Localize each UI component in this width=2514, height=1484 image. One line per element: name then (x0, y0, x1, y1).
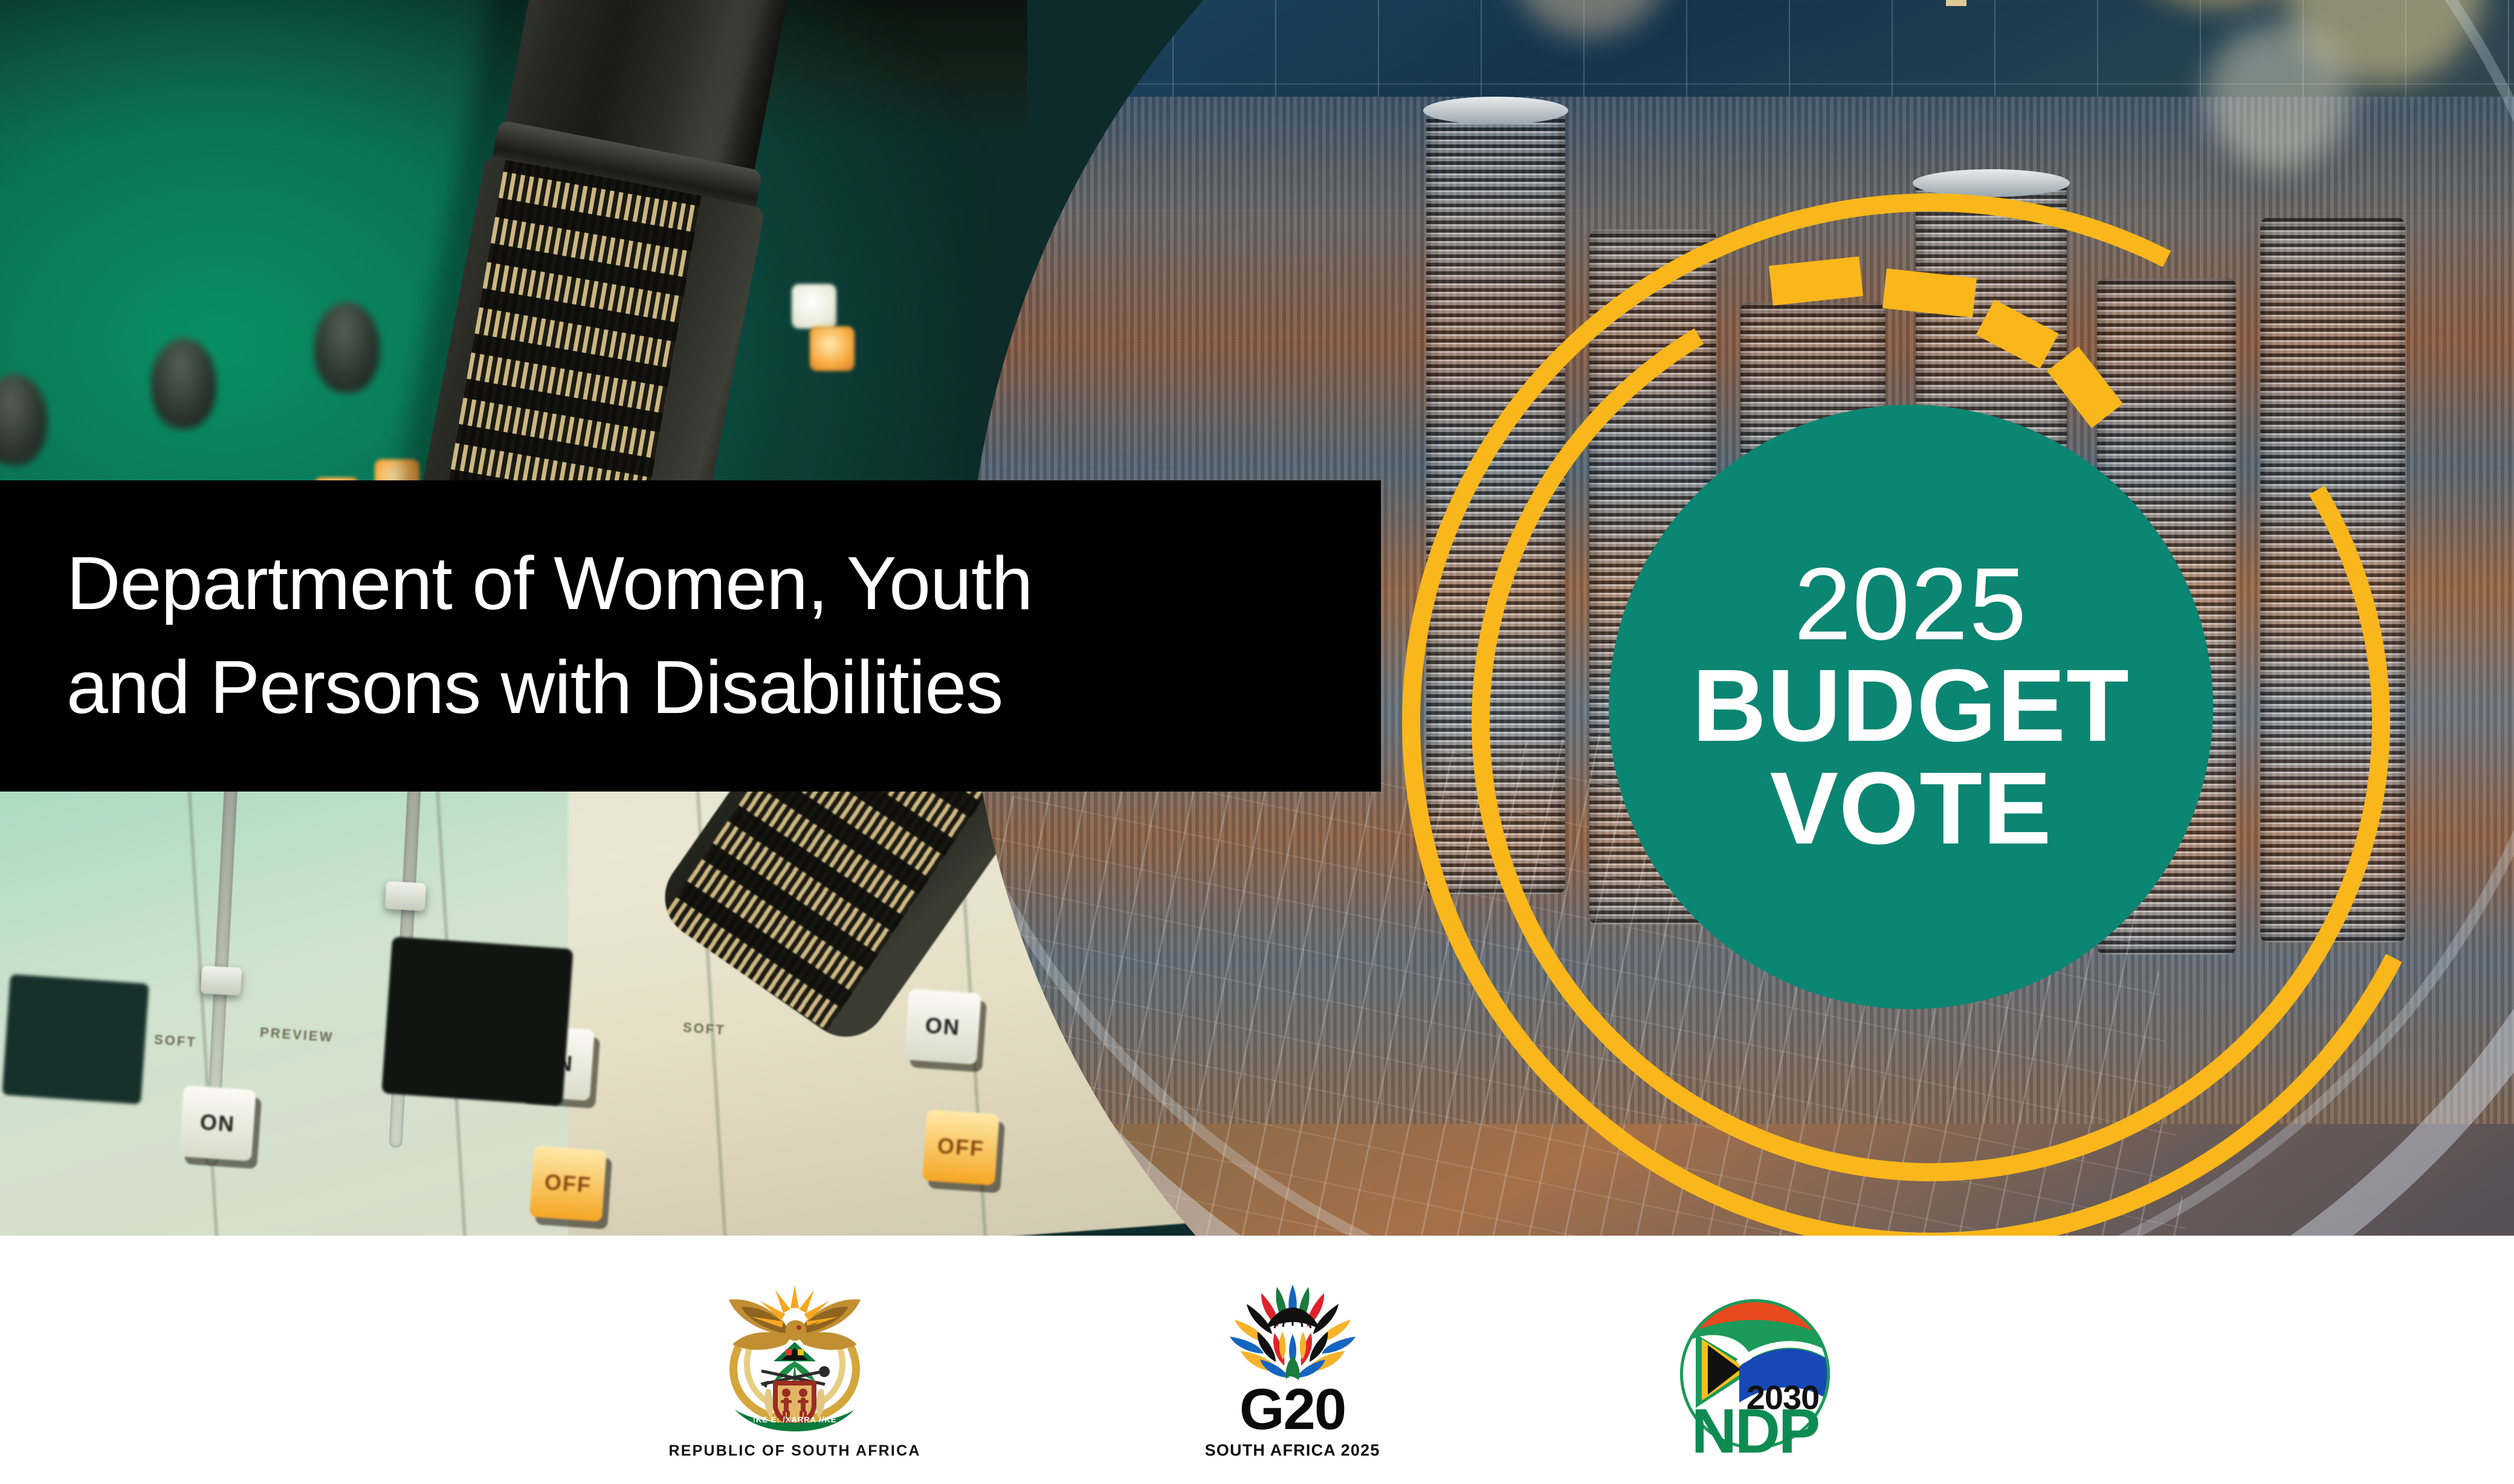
console-label-soft: SOFT (153, 1031, 198, 1050)
ndp-2030-icon: 2030 NDP (1679, 1298, 1830, 1460)
budget-vote-badge: 2025 BUDGET VOTE (1609, 405, 2213, 1009)
console-key-on[interactable]: ON (179, 1085, 256, 1162)
console-key-off[interactable]: OFF (529, 1145, 607, 1222)
coat-of-arms-caption: REPUBLIC OF SOUTH AFRICA (668, 1442, 921, 1459)
coat-of-arms-icon: !KE E: /XARRA //KE (729, 1285, 861, 1431)
logo-ndp: 2030 NDP (1664, 1260, 1846, 1460)
page-title-line-2: and Persons with Disabilities (66, 645, 1003, 729)
console-rotary-knob (314, 302, 380, 393)
console-lamp-white (792, 284, 836, 329)
coat-of-arms-motto: !KE E: /XARRA //KE (753, 1415, 837, 1424)
ndp-wordmark: NDP (1691, 1396, 1818, 1460)
g20-wordmark: G20 (1239, 1377, 1346, 1442)
badge-year: 2025 (1794, 546, 2028, 662)
logo-coat-of-arms: !KE E: /XARRA //KE REPUBLIC OF SOUTH AFR… (668, 1260, 920, 1460)
console-display-panel (381, 936, 574, 1106)
badge-word-vote: VOTE (1769, 751, 2052, 866)
console-fader-knob[interactable] (384, 881, 427, 911)
title-banner: Department of Women, Youth and Persons w… (0, 480, 1381, 792)
g20-caption: SOUTH AFRICA 2025 (1204, 1440, 1380, 1459)
logo-g20: G20 SOUTH AFRICA 2025 (1205, 1260, 1380, 1460)
console-display-panel (2, 974, 149, 1105)
footer-logo-bar: !KE E: /XARRA //KE REPUBLIC OF SOUTH AFR… (0, 1236, 2514, 1484)
console-lamp-orange (810, 326, 855, 371)
page-title-line-1: Department of Women, Youth (66, 542, 1033, 626)
console-rotary-knob (151, 338, 216, 429)
g20-protea-icon (1229, 1285, 1356, 1381)
hero-photo: ON ON OFF ON OFF SOFT PREVIEW SOFT Varia… (0, 0, 2514, 1236)
badge-word-budget: BUDGET (1692, 648, 2130, 764)
console-fader-knob[interactable] (200, 966, 242, 996)
ndp-year: 2030 (1746, 1378, 1819, 1416)
